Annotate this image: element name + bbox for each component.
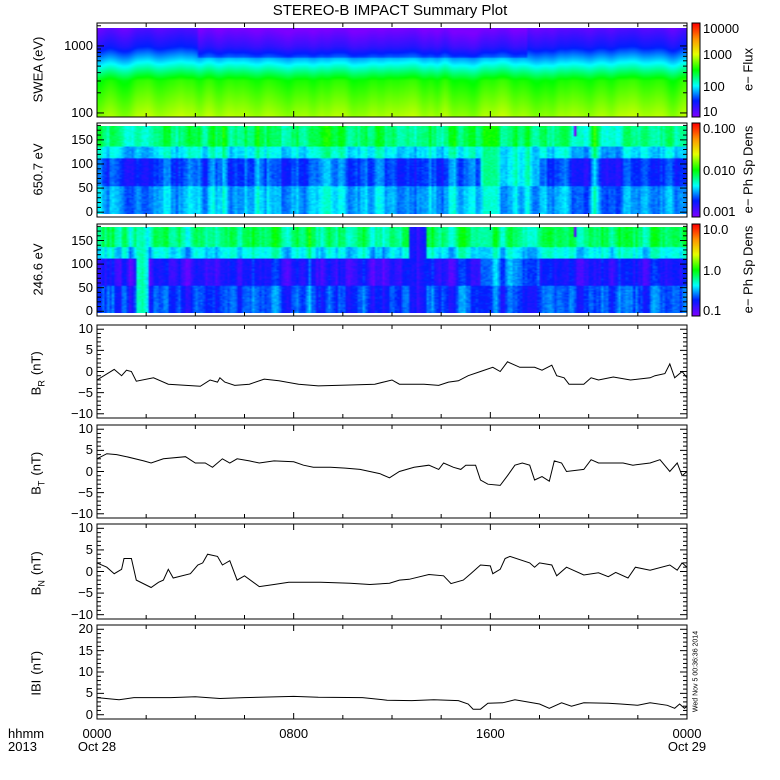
y-tick-label: 100 [71,256,93,272]
colorbar-tick-label: 10 [703,104,718,119]
y-tick-label: 10 [78,520,93,536]
pad650-colorbar-frame [691,122,701,218]
y-tick-label: 10 [78,421,93,437]
y-tick-label: −5 [78,384,93,400]
y-tick-label: 5 [85,342,93,358]
y-tick-label: 0 [85,204,93,220]
x-tick-label: 0000 [672,726,702,741]
x-tick-date-label: Oct 28 [77,739,117,754]
colorbar-tick-label: 0.100 [703,121,736,136]
y-tick-label: −10 [70,505,93,521]
y-tick-label: 1000 [64,37,93,53]
colorbar-tick-label: 0.1 [703,303,722,318]
y-tick-label: 50 [78,180,93,196]
y-tick-label: 150 [71,232,93,248]
bn-panel-frame [96,523,688,620]
y-tick-label: 15 [78,642,93,658]
x-axis-year-label: 2013 [8,739,37,754]
y-tick-label: −10 [70,606,93,622]
y-tick-label: 50 [78,279,93,295]
y-tick-label: 5 [85,685,93,701]
pad246-spectrogram [97,227,687,313]
x-tick-label: 0000 [82,726,112,741]
colorbar-tick-label: 10000 [703,21,740,36]
x-tick-date-label: Oct 29 [667,739,707,754]
swea-panel-frame [96,22,688,118]
x-tick-label: 1600 [475,726,505,741]
x-axis-format-label: hhmm [8,726,45,741]
colorbar-tick-label: 1.0 [703,263,722,278]
y-tick-label: 100 [71,155,93,171]
y-tick-label: 10 [78,321,93,337]
y-tick-label: 0 [85,363,93,379]
colorbar-tick-label: 100 [703,78,725,94]
pad650-colorbar [692,123,700,217]
swea-spectrogram [97,27,687,117]
br-panel-frame [96,324,688,419]
colorbar-tick-label: 0.010 [703,163,736,178]
pad650-panel-frame [96,122,688,218]
plot-timestamp: Wed Nov 5 00:36:36 2014 [692,630,700,713]
bt-series-line [96,453,688,486]
y-tick-label: −5 [78,484,93,500]
pad246-colorbar [692,224,700,316]
colorbar-tick-label: 10.0 [703,222,729,237]
y-tick-label: 0 [85,706,93,722]
y-tick-label: 100 [71,104,93,120]
bmag-panel-frame [96,624,688,720]
y-tick-label: 150 [71,131,93,147]
bmag-series-line [96,695,688,710]
y-tick-label: −10 [70,405,93,421]
x-tick-label: 0800 [279,726,309,741]
swea-colorbar-frame [691,22,701,118]
y-tick-label: 20 [78,621,93,637]
swea-colorbar [692,23,700,117]
y-tick-label: −5 [78,585,93,601]
pad246-panel-frame [96,223,688,317]
y-tick-label: 5 [85,541,93,557]
bt-panel-frame [96,424,688,519]
y-tick-label: 0 [85,563,93,579]
colorbar-tick-label: 1000 [703,47,732,63]
y-tick-label: 0 [85,303,93,319]
pad246-colorbar-frame [691,223,701,317]
chart-title: STEREO-B IMPACT Summary Plot [272,2,508,19]
bn-series-line [96,553,688,589]
pad650-spectrogram [97,126,687,214]
colorbar-tick-label: 0.001 [703,204,736,219]
y-tick-label: 0 [85,463,93,479]
y-tick-label: 5 [85,442,93,458]
br-series-line [96,361,688,387]
y-tick-label: 10 [78,664,93,679]
